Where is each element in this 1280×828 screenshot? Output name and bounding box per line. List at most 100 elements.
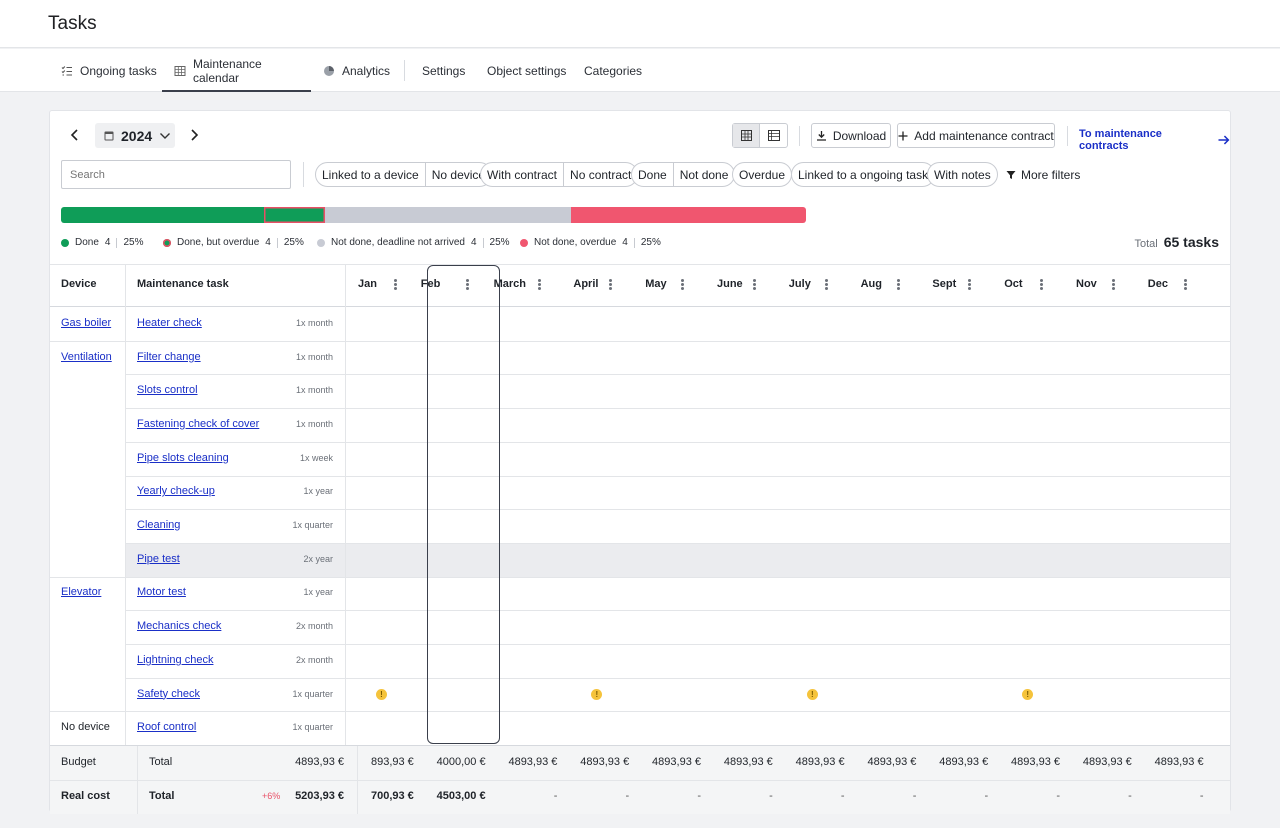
task-pending-marker[interactable]	[1166, 352, 1178, 364]
task-done-marker[interactable]	[448, 385, 460, 397]
task-pending-marker[interactable]	[743, 623, 752, 632]
task-pending-marker[interactable]	[663, 318, 675, 330]
task-overdue-marker[interactable]	[372, 656, 381, 665]
task-pending-marker[interactable]	[879, 722, 891, 734]
device-link[interactable]: Elevator	[61, 586, 102, 599]
task-pending-marker[interactable]	[683, 454, 692, 463]
task-done-marker[interactable]	[431, 454, 440, 463]
prev-year-button[interactable]	[68, 127, 82, 143]
task-pending-marker[interactable]	[611, 454, 620, 463]
task-pending-marker[interactable]	[599, 454, 608, 463]
task-pending-marker[interactable]	[814, 656, 823, 665]
task-pending-marker[interactable]	[647, 454, 656, 463]
kebab-menu-icon[interactable]	[537, 279, 541, 290]
task-pending-marker[interactable]	[1094, 419, 1106, 431]
task-pending-marker[interactable]	[663, 419, 675, 431]
task-pending-marker[interactable]	[659, 454, 668, 463]
next-year-button[interactable]	[187, 127, 201, 143]
task-pending-marker[interactable]	[591, 352, 603, 364]
task-pending-marker[interactable]	[886, 623, 895, 632]
kebab-menu-icon[interactable]	[896, 279, 900, 290]
task-pending-marker[interactable]	[950, 385, 962, 397]
search-input[interactable]	[61, 160, 291, 189]
task-pending-marker[interactable]	[802, 454, 811, 463]
task-pending-marker[interactable]	[659, 623, 668, 632]
task-pending-marker[interactable]	[520, 385, 532, 397]
filter-not-done[interactable]: Not done	[672, 163, 735, 186]
grid-view-button[interactable]	[733, 124, 760, 147]
task-pending-marker[interactable]	[515, 454, 524, 463]
task-pending-marker[interactable]	[1090, 454, 1099, 463]
task-pending-marker[interactable]	[1094, 722, 1106, 734]
task-link[interactable]: Safety check	[137, 687, 200, 700]
task-pending-marker[interactable]	[934, 454, 943, 463]
kebab-menu-icon[interactable]	[465, 279, 469, 290]
task-pending-marker[interactable]	[587, 656, 596, 665]
filter-with-contract[interactable]: With contract	[487, 167, 558, 182]
kebab-menu-icon[interactable]	[681, 279, 685, 290]
task-pending-marker[interactable]	[807, 486, 819, 498]
task-pending-marker[interactable]	[659, 656, 668, 665]
task-pending-marker[interactable]	[1094, 352, 1106, 364]
task-pending-marker[interactable]	[743, 656, 752, 665]
task-pending-marker[interactable]	[879, 318, 891, 330]
task-pending-marker[interactable]	[539, 454, 548, 463]
task-pending-marker[interactable]	[1161, 656, 1170, 665]
task-pending-marker[interactable]	[874, 454, 883, 463]
task-pending-marker[interactable]	[587, 623, 596, 632]
add-maintenance-contract-button[interactable]: Add maintenance contract	[897, 123, 1055, 148]
task-pending-marker[interactable]	[1022, 419, 1034, 431]
task-done-overdue-marker[interactable]	[384, 454, 393, 463]
task-done-marker[interactable]	[443, 454, 452, 463]
warning-icon[interactable]: !	[806, 689, 818, 701]
task-done-overdue-marker[interactable]	[376, 554, 388, 566]
warning-icon[interactable]: !	[376, 689, 387, 701]
task-done-marker[interactable]	[376, 318, 388, 330]
task-pending-marker[interactable]	[731, 623, 740, 632]
task-done-marker[interactable]	[384, 623, 393, 632]
filter-with-notes[interactable]: With notes	[927, 162, 998, 187]
task-pending-marker[interactable]	[1166, 419, 1178, 431]
task-pending-marker[interactable]	[663, 722, 675, 734]
task-pending-marker[interactable]	[1006, 454, 1015, 463]
task-done-marker[interactable]	[360, 454, 369, 463]
task-link[interactable]: Fastening check of cover	[137, 417, 260, 430]
task-pending-marker[interactable]	[1114, 454, 1123, 463]
task-pending-marker[interactable]	[807, 318, 819, 330]
task-pending-marker[interactable]	[946, 656, 955, 665]
task-pending-marker[interactable]	[731, 656, 740, 665]
task-pending-marker[interactable]	[1166, 385, 1178, 397]
task-done-overdue-marker[interactable]	[396, 454, 405, 463]
task-pending-marker[interactable]	[515, 656, 524, 665]
task-link[interactable]: Yearly check-up	[137, 485, 215, 498]
task-pending-marker[interactable]	[1078, 454, 1087, 463]
task-pending-marker[interactable]	[790, 454, 799, 463]
filter-linked-to-device[interactable]: Linked to a device	[322, 167, 419, 182]
task-pending-marker[interactable]	[527, 656, 536, 665]
task-pending-marker[interactable]	[1161, 623, 1170, 632]
task-pending-marker[interactable]	[886, 656, 895, 665]
task-done-marker[interactable]	[376, 486, 388, 498]
kebab-menu-icon[interactable]	[1183, 279, 1187, 290]
task-pending-marker[interactable]	[455, 623, 464, 632]
task-done-marker[interactable]	[376, 385, 388, 397]
task-pending-marker[interactable]	[575, 454, 584, 463]
warning-icon[interactable]: !	[1022, 689, 1034, 701]
task-pending-marker[interactable]	[663, 352, 675, 364]
task-pending-marker[interactable]	[671, 454, 680, 463]
task-link[interactable]: Motor test	[137, 586, 186, 599]
task-pending-marker[interactable]	[958, 656, 967, 665]
task-pending-marker[interactable]	[1185, 454, 1194, 463]
task-overdue-marker[interactable]	[384, 656, 393, 665]
tab-categories[interactable]: Categories	[584, 49, 642, 92]
task-pending-marker[interactable]	[587, 454, 596, 463]
download-button[interactable]: Download	[811, 123, 891, 148]
task-link[interactable]: Lightning check	[137, 653, 214, 666]
task-done-marker[interactable]	[372, 454, 381, 463]
task-pending-marker[interactable]	[862, 454, 871, 463]
task-done-marker[interactable]	[448, 722, 460, 734]
task-pending-marker[interactable]	[731, 454, 740, 463]
year-select[interactable]: 2024	[95, 123, 175, 148]
task-done-marker[interactable]	[448, 352, 460, 364]
tab-ongoing-tasks[interactable]: Ongoing tasks	[61, 49, 157, 92]
